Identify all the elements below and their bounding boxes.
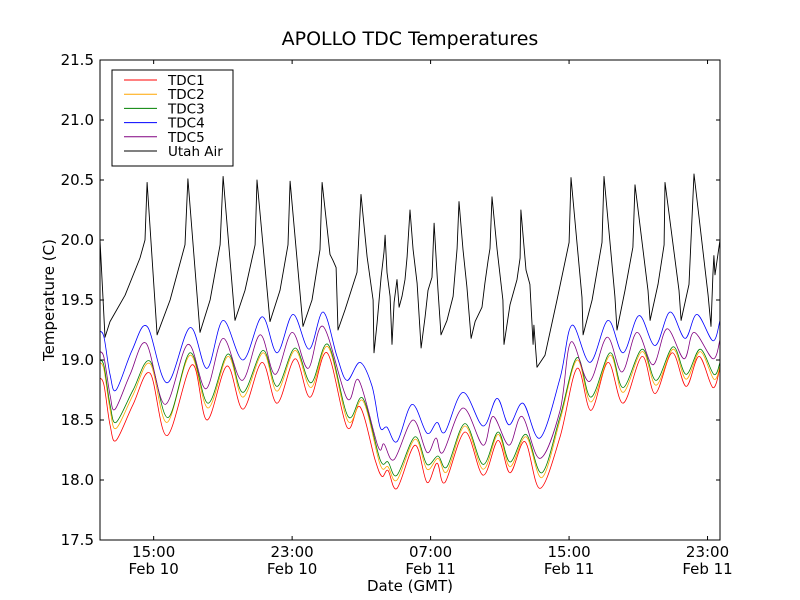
x-tick-label-date: Feb 10 (128, 560, 178, 578)
series-line-tdc1 (100, 352, 720, 490)
y-axis-label: Temperature (C) (40, 239, 58, 362)
x-axis-label: Date (GMT) (367, 577, 453, 595)
x-tick-label-time: 23:00 (686, 543, 729, 561)
y-tick-label: 18.0 (61, 471, 94, 489)
y-tick-label: 19.5 (61, 291, 94, 309)
x-tick-label-date: Feb 11 (544, 560, 594, 578)
y-tick-label: 20.0 (61, 231, 94, 249)
legend-label-tdc3: TDC3 (167, 101, 205, 117)
x-tick-label-time: 07:00 (409, 543, 452, 561)
y-axis: 17.5 18.0 18.5 19.0 19.5 20.0 20.5 21.0 21.5 (61, 51, 720, 549)
y-tick-label: 17.5 (61, 531, 94, 549)
legend-box (111, 69, 234, 167)
plot-area (100, 173, 720, 490)
series-line-utah-air (100, 173, 720, 368)
y-tick-label: 18.5 (61, 411, 94, 429)
x-tick-label-time: 15:00 (132, 543, 175, 561)
legend-label-tdc4: TDC4 (167, 116, 205, 132)
legend-label-tdc2: TDC2 (167, 87, 205, 103)
series-line-tdc2 (100, 346, 720, 482)
y-tick-label: 19.0 (61, 351, 94, 369)
x-tick-label-date: Feb 11 (682, 560, 732, 578)
legend-label-tdc5: TDC5 (167, 130, 205, 146)
x-tick-label-time: 15:00 (547, 543, 590, 561)
x-tick-label-date: Feb 11 (405, 560, 455, 578)
y-tick-label: 21.0 (61, 111, 94, 129)
x-tick-label-date: Feb 10 (267, 560, 317, 578)
y-tick-label: 20.5 (61, 171, 94, 189)
series-line-tdc5 (100, 325, 720, 461)
legend-label-tdc1: TDC1 (167, 73, 205, 89)
chart-title: APOLLO TDC Temperatures (282, 28, 539, 50)
legend-label-utah-air: Utah Air (168, 144, 223, 160)
series-line-tdc4 (100, 311, 720, 443)
series-layer (100, 173, 720, 490)
x-tick-label-time: 23:00 (271, 543, 314, 561)
y-tick-label: 21.5 (61, 51, 94, 69)
series-line-tdc3 (100, 343, 720, 477)
